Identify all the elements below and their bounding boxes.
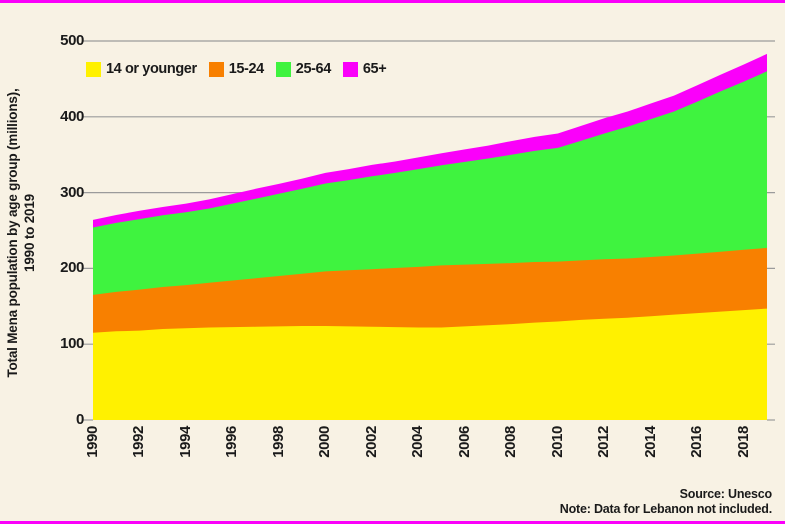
bottom-accent-bar: [0, 521, 785, 524]
x-axis-tick-label: 2004: [409, 426, 427, 458]
y-axis-tick-label: 200: [60, 259, 84, 277]
source-text: Source: Unesco: [679, 487, 773, 501]
legend-label: 15-24: [228, 61, 264, 77]
y-axis-tick-label: 500: [60, 32, 84, 49]
legend-swatch: [342, 61, 358, 77]
y-axis-tick-label: 300: [60, 183, 84, 201]
y-axis-title-line1: Total Mena population by age group (mill…: [5, 88, 20, 378]
legend-label: 65+: [362, 61, 387, 77]
y-axis-tick-label: 100: [60, 335, 84, 353]
legend-item: 14 or younger: [86, 61, 197, 77]
x-axis-tick-label: 2018: [734, 426, 752, 458]
x-axis-tick-label: 1992: [130, 426, 148, 458]
legend-swatch: [86, 61, 101, 77]
x-axis-tick-label: 2008: [502, 426, 520, 458]
y-axis-title: Total Mena population by age group (mill…: [4, 33, 40, 433]
legend-item: 65+: [342, 61, 387, 77]
x-axis-tick-label: 1990: [84, 426, 101, 458]
legend-item: 25-64: [275, 61, 331, 77]
legend-label: 14 or younger: [106, 61, 197, 77]
x-axis-tick-label: 2014: [641, 426, 659, 458]
x-axis-tick-label: 1994: [176, 426, 194, 458]
x-axis-tick-label: 2002: [362, 426, 380, 458]
legend-label: 25-64: [295, 61, 331, 77]
legend-swatch: [208, 61, 224, 77]
x-axis-tick-label: 2016: [688, 426, 706, 458]
x-axis-tick-label: 2012: [595, 426, 613, 458]
note-text: Note: Data for Lebanon not included.: [559, 502, 772, 516]
x-axis-tick-label: 1996: [223, 426, 241, 458]
y-axis-tick-label: 400: [60, 107, 84, 125]
legend: 14 or younger 15-24 25-64 65+: [86, 61, 387, 77]
legend-item: 15-24: [208, 61, 264, 77]
top-accent-bar: [0, 0, 785, 3]
y-axis-title-line2: 1990 to 2019: [22, 194, 37, 272]
x-axis-tick-label: 2000: [316, 426, 334, 458]
x-axis-tick-label: 2010: [548, 426, 566, 458]
x-axis-tick-label: 2006: [455, 426, 473, 458]
x-axis-tick-label: 1998: [269, 426, 287, 458]
y-axis-tick-label: 0: [76, 411, 84, 428]
legend-swatch: [275, 61, 291, 77]
footer: Source: Unesco Note: Data for Lebanon no…: [560, 487, 772, 517]
